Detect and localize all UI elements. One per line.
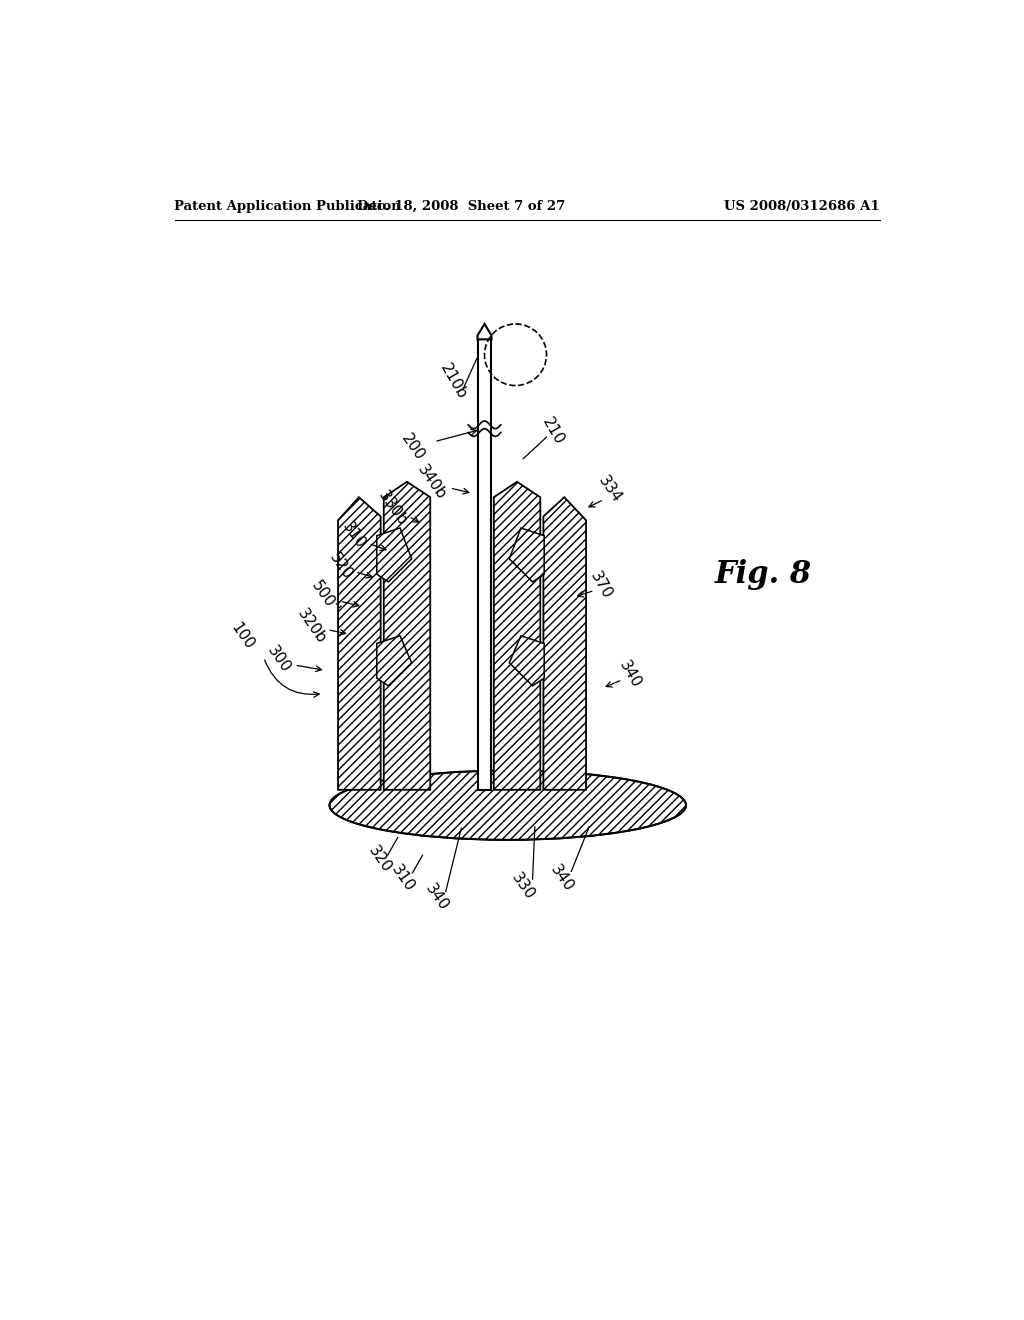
Text: 340: 340 bbox=[422, 882, 451, 913]
Text: 310: 310 bbox=[389, 862, 418, 895]
Bar bbox=[477, 339, 492, 789]
Polygon shape bbox=[384, 482, 430, 789]
Polygon shape bbox=[509, 528, 544, 582]
Text: 300: 300 bbox=[264, 643, 294, 675]
Text: 520: 520 bbox=[327, 550, 355, 582]
Text: US 2008/0312686 A1: US 2008/0312686 A1 bbox=[724, 199, 880, 213]
Polygon shape bbox=[377, 528, 412, 582]
Text: 340: 340 bbox=[616, 657, 644, 690]
Polygon shape bbox=[509, 636, 544, 686]
Text: Fig. 8: Fig. 8 bbox=[715, 558, 812, 590]
Text: 200: 200 bbox=[398, 432, 428, 463]
Text: 330: 330 bbox=[509, 870, 538, 903]
Text: Dec. 18, 2008  Sheet 7 of 27: Dec. 18, 2008 Sheet 7 of 27 bbox=[357, 199, 565, 213]
Text: 310: 310 bbox=[340, 520, 369, 552]
Polygon shape bbox=[494, 482, 541, 789]
Text: 330b: 330b bbox=[376, 488, 411, 529]
Text: 210b: 210b bbox=[437, 362, 470, 403]
Polygon shape bbox=[338, 498, 381, 789]
Text: 370: 370 bbox=[587, 569, 614, 602]
Polygon shape bbox=[377, 636, 412, 686]
Polygon shape bbox=[477, 323, 492, 339]
Text: 320: 320 bbox=[366, 843, 394, 875]
Polygon shape bbox=[544, 498, 586, 789]
Text: 334: 334 bbox=[596, 474, 625, 506]
Text: 500'': 500'' bbox=[308, 578, 342, 616]
Text: 100: 100 bbox=[228, 619, 257, 652]
Ellipse shape bbox=[330, 771, 686, 840]
Text: Patent Application Publication: Patent Application Publication bbox=[174, 199, 401, 213]
Text: 320b: 320b bbox=[295, 606, 329, 647]
Text: 340: 340 bbox=[548, 862, 577, 895]
Text: 210: 210 bbox=[539, 416, 566, 447]
Text: 340b: 340b bbox=[415, 462, 450, 502]
